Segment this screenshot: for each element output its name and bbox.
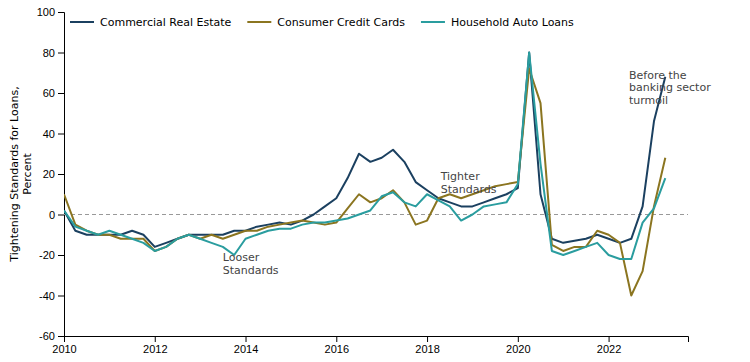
- x-axis: 2010 2012 2014 2016 2018 2020 2022: [52, 336, 688, 355]
- x-tick: 2014: [234, 336, 258, 355]
- chart: 2010 2012 2014 2016 2018 2020 2022 -60 -40 -20 0 20…: [0, 0, 750, 362]
- legend-label: Household Auto Loans: [451, 16, 574, 29]
- lines: [64, 53, 665, 296]
- x-axis-line: [65, 337, 689, 343]
- y-tick-mark: [58, 215, 64, 216]
- legend-swatch: [247, 21, 271, 23]
- y-tick-mark: [58, 255, 64, 256]
- annotation-line: banking sector: [629, 81, 711, 94]
- x-tick: 2016: [325, 336, 349, 355]
- y-axis-title-line: Percent: [21, 153, 34, 195]
- x-tick: 2010: [52, 336, 76, 355]
- zero-line: [64, 214, 688, 215]
- y-tick-mark: [58, 53, 64, 54]
- y-tick-label: 0: [49, 209, 55, 221]
- x-tick-mark: [518, 336, 519, 342]
- y-tick-label: 20: [43, 168, 55, 180]
- y-tick-label: 40: [43, 128, 55, 140]
- annotation-line: Tighter: [440, 170, 480, 183]
- y-tick-label: 100: [37, 6, 55, 18]
- legend: Commercial Real Estate Consumer Credit Ca…: [70, 16, 574, 29]
- y-axis: -60 -40 -20 0 20 40 60 80 100: [37, 6, 65, 342]
- x-tick-mark: [336, 336, 337, 342]
- annotation: LooserStandards: [223, 251, 279, 277]
- series-line: [64, 53, 665, 247]
- x-tick: 2022: [597, 336, 621, 355]
- annotation-line: Looser: [223, 251, 260, 264]
- y-tick: 40: [43, 128, 64, 140]
- annotations: TighterStandardsLooserStandardsBefore th…: [223, 69, 711, 277]
- y-tick: 0: [49, 209, 64, 221]
- y-tick-label: -20: [39, 249, 55, 261]
- x-tick-label: 2010: [52, 343, 76, 355]
- y-tick-mark: [58, 336, 64, 337]
- x-tick-mark: [155, 336, 156, 342]
- x-tick-mark: [609, 336, 610, 342]
- series-line: [64, 69, 665, 296]
- x-tick: 2018: [415, 336, 439, 355]
- y-tick-mark: [58, 134, 64, 135]
- x-tick-label: 2016: [325, 343, 349, 355]
- series-line: [64, 53, 665, 260]
- y-axis-title: Tightening Standards for Loans,Percent: [8, 86, 34, 262]
- y-tick-label: 80: [43, 47, 55, 59]
- x-tick: 2020: [506, 336, 530, 355]
- y-tick-mark: [58, 93, 64, 94]
- y-tick: -20: [39, 249, 64, 261]
- x-tick-label: 2020: [506, 343, 530, 355]
- annotation: TighterStandards: [440, 170, 497, 196]
- y-tick: 100: [37, 6, 64, 18]
- legend-label: Consumer Credit Cards: [277, 16, 405, 29]
- legend-label: Commercial Real Estate: [100, 16, 232, 29]
- y-tick: -60: [39, 330, 64, 342]
- y-tick-label: 60: [43, 87, 55, 99]
- legend-item: Commercial Real Estate: [70, 16, 232, 29]
- x-tick-mark: [246, 336, 247, 342]
- x-tick-mark: [427, 336, 428, 342]
- annotation-line: Standards: [223, 264, 279, 277]
- y-tick-label: -60: [39, 330, 55, 342]
- y-tick: -40: [39, 290, 64, 302]
- y-tick-mark: [58, 12, 64, 13]
- x-tick-label: 2012: [143, 343, 167, 355]
- y-axis-title-line: Tightening Standards for Loans,: [8, 86, 21, 262]
- y-tick-label: -40: [39, 290, 55, 302]
- x-tick: 2012: [143, 336, 167, 355]
- y-tick: 60: [43, 87, 64, 99]
- x-tick-label: 2022: [597, 343, 621, 355]
- y-axis-line: [58, 13, 65, 337]
- legend-item: Household Auto Loans: [421, 16, 574, 29]
- x-tick-label: 2014: [234, 343, 258, 355]
- annotation-line: Standards: [441, 183, 497, 196]
- annotation-line: turmoil: [629, 94, 668, 107]
- annotation-line: Before the: [629, 69, 687, 82]
- y-tick: 20: [43, 168, 64, 180]
- legend-swatch: [421, 21, 445, 23]
- y-tick-mark: [58, 296, 64, 297]
- y-tick: 80: [43, 47, 64, 59]
- legend-swatch: [70, 21, 94, 23]
- plot: 2010 2012 2014 2016 2018 2020 2022 -60 -40 -20 0 20…: [37, 6, 712, 355]
- annotation: Before thebanking sectorturmoil: [629, 69, 711, 107]
- y-tick-mark: [58, 174, 64, 175]
- legend-item: Consumer Credit Cards: [247, 16, 405, 29]
- x-tick-label: 2018: [415, 343, 439, 355]
